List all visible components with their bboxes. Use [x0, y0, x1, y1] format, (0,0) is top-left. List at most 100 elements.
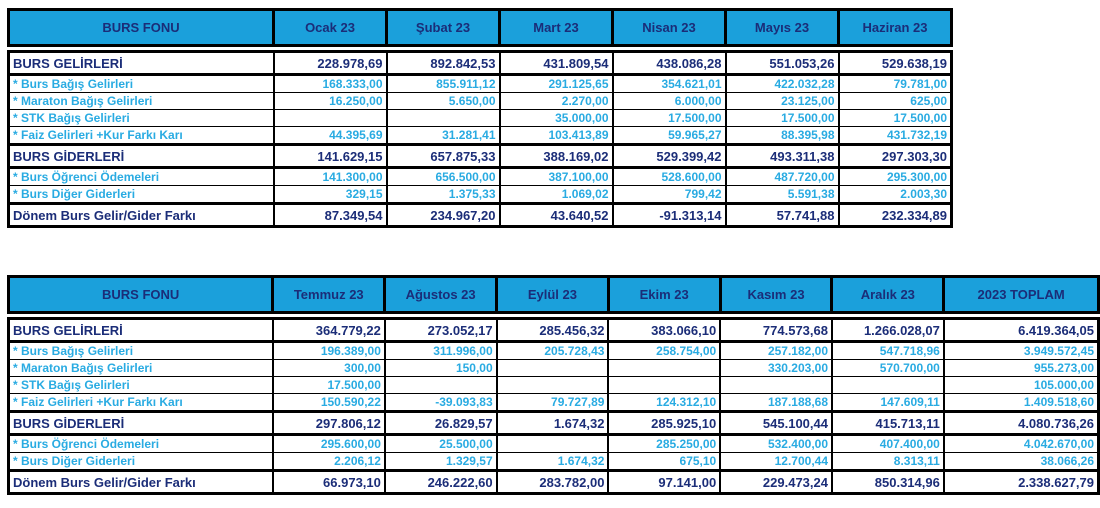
cell-value	[383, 376, 498, 394]
table-row: * Maraton Bağış Gelirleri 16.250,00 5.650,…	[7, 92, 953, 110]
table-body: BURS GELİRLERİ 364.779,22 273.052,17 285.45…	[7, 317, 1100, 495]
cell-value: 43.640,52	[498, 202, 614, 228]
cell-value: 850.314,96	[831, 469, 945, 495]
cell-value: 23.125,00	[724, 92, 840, 110]
cell-value: 196.389,00	[272, 341, 386, 360]
column-header: Ağustos 23	[383, 275, 499, 314]
row-label: * Burs Öğrenci Ödemeleri	[7, 434, 275, 453]
column-header: Kasım 23	[718, 275, 834, 314]
cell-value: 141.300,00	[272, 167, 388, 186]
cell-value: 228.978,69	[272, 50, 388, 76]
column-header: Nisan 23	[611, 8, 727, 47]
cell-value: 493.311,38	[724, 143, 840, 169]
table-row: * Burs Diğer Giderleri 329,15 1.375,33 1.06…	[7, 185, 953, 204]
cell-value: 97.141,00	[607, 469, 722, 495]
cell-value: 12.700,44	[719, 452, 833, 471]
row-label: * Burs Bağış Gelirleri	[7, 341, 275, 360]
cell-value: 529.638,19	[837, 50, 953, 76]
cell-value: 25.500,00	[383, 434, 498, 453]
cell-value: 529.399,42	[611, 143, 727, 169]
table-body: BURS GELİRLERİ 228.978,69 892.842,53 431.80…	[7, 50, 953, 228]
row-label: BURS GİDERLERİ	[7, 410, 275, 436]
cell-value: 547.718,96	[831, 341, 945, 360]
table-row: BURS GELİRLERİ 364.779,22 273.052,17 285.45…	[7, 317, 1100, 343]
cell-value: 532.400,00	[719, 434, 833, 453]
table-row: * Faiz Gelirleri +Kur Farkı Karı 150.590,…	[7, 393, 1100, 412]
cell-value	[607, 376, 722, 394]
cell-value: 234.967,20	[385, 202, 501, 228]
cell-value: 5.650,00	[385, 92, 501, 110]
cell-value: 168.333,00	[272, 74, 388, 93]
cell-value: 431.809,54	[498, 50, 614, 76]
row-label: Dönem Burs Gelir/Gider Farkı	[7, 469, 275, 495]
table-row: * Burs Diğer Giderleri 2.206,12 1.329,57 1.…	[7, 452, 1100, 471]
cell-value: -91.313,14	[611, 202, 727, 228]
cell-value: 5.591,38	[724, 185, 840, 204]
table-row: * Maraton Bağış Gelirleri 300,00 150,00 330…	[7, 359, 1100, 377]
cell-value: 528.600,00	[611, 167, 727, 186]
cell-value: 364.779,22	[272, 317, 386, 343]
cell-value: 3.949.572,45	[942, 341, 1100, 360]
column-header: Temmuz 23	[271, 275, 387, 314]
cell-value: 4.080.736,26	[942, 410, 1100, 436]
table-header-row: BURS FONU Ocak 23 Şubat 23 Mart 23 Nisan 23 M…	[7, 8, 953, 47]
row-label: * Burs Bağış Gelirleri	[7, 74, 275, 93]
row-label: Dönem Burs Gelir/Gider Farkı	[7, 202, 275, 228]
cell-value: 1.069,02	[498, 185, 614, 204]
cell-value: 103.413,89	[498, 126, 614, 145]
cell-value: 2.338.627,79	[942, 469, 1100, 495]
cell-value: 431.732,19	[837, 126, 953, 145]
column-header: Şubat 23	[385, 8, 501, 47]
table-row: * Burs Öğrenci Ödemeleri 295.600,00 25.500…	[7, 434, 1100, 453]
cell-value: 545.100,44	[719, 410, 833, 436]
cell-value: 354.621,01	[611, 74, 727, 93]
table-row: BURS GİDERLERİ 297.806,12 26.829,57 1.674,3…	[7, 410, 1100, 436]
cell-value: -39.093,83	[383, 393, 498, 412]
cell-value	[495, 376, 610, 394]
column-header: Ocak 23	[272, 8, 388, 47]
cell-value: 422.032,28	[724, 74, 840, 93]
cell-value: 311.996,00	[383, 341, 498, 360]
cell-value: 283.782,00	[495, 469, 610, 495]
column-header: Mart 23	[498, 8, 614, 47]
cell-value: 297.303,30	[837, 143, 953, 169]
cell-value	[385, 109, 501, 127]
cell-value: 675,10	[607, 452, 722, 471]
cell-value: 625,00	[837, 92, 953, 110]
table-row: BURS GİDERLERİ 141.629,15 657.875,33 388.16…	[7, 143, 953, 169]
scholarship-fund-table-h2: BURS FONU Temmuz 23 Ağustos 23 Eylül 23 Ekim…	[6, 275, 1100, 495]
corner-header-burs-fonu: BURS FONU	[7, 8, 275, 47]
cell-value: 657.875,33	[385, 143, 501, 169]
cell-value: 150,00	[383, 359, 498, 377]
row-label: * Faiz Gelirleri +Kur Farkı Karı	[7, 126, 275, 145]
cell-value: 205.728,43	[495, 341, 610, 360]
cell-value: 1.329,57	[383, 452, 498, 471]
cell-value: 79.781,00	[837, 74, 953, 93]
row-label: * Maraton Bağış Gelirleri	[7, 359, 275, 377]
cell-value	[607, 359, 722, 377]
table-row: * Faiz Gelirleri +Kur Farkı Karı 44.395,6…	[7, 126, 953, 145]
column-header: Ekim 23	[606, 275, 722, 314]
cell-value: 295.600,00	[272, 434, 386, 453]
cell-value: 124.312,10	[607, 393, 722, 412]
cell-value: 285.925,10	[607, 410, 722, 436]
cell-value: 2.206,12	[272, 452, 386, 471]
row-label: BURS GELİRLERİ	[7, 50, 275, 76]
cell-value: 26.829,57	[383, 410, 498, 436]
cell-value: 150.590,22	[272, 393, 386, 412]
cell-value: 273.052,17	[383, 317, 498, 343]
cell-value: 35.000,00	[498, 109, 614, 127]
cell-value: 1.674,32	[495, 410, 610, 436]
cell-value: 17.500,00	[611, 109, 727, 127]
row-label: * STK Bağış Gelirleri	[7, 109, 275, 127]
cell-value	[495, 359, 610, 377]
table-row: * Burs Bağış Gelirleri 196.389,00 311.996,…	[7, 341, 1100, 360]
cell-value	[495, 434, 610, 453]
table-row: * Burs Bağış Gelirleri 168.333,00 855.911,…	[7, 74, 953, 93]
report-page: BURS FONU Ocak 23 Şubat 23 Mart 23 Nisan 23 M…	[6, 8, 1100, 495]
cell-value: 17.500,00	[837, 109, 953, 127]
cell-value	[719, 376, 833, 394]
table-row: Dönem Burs Gelir/Gider Farkı 66.973,10 246…	[7, 469, 1100, 495]
cell-value: 285.250,00	[607, 434, 722, 453]
column-header: 2023 TOPLAM	[942, 275, 1100, 314]
